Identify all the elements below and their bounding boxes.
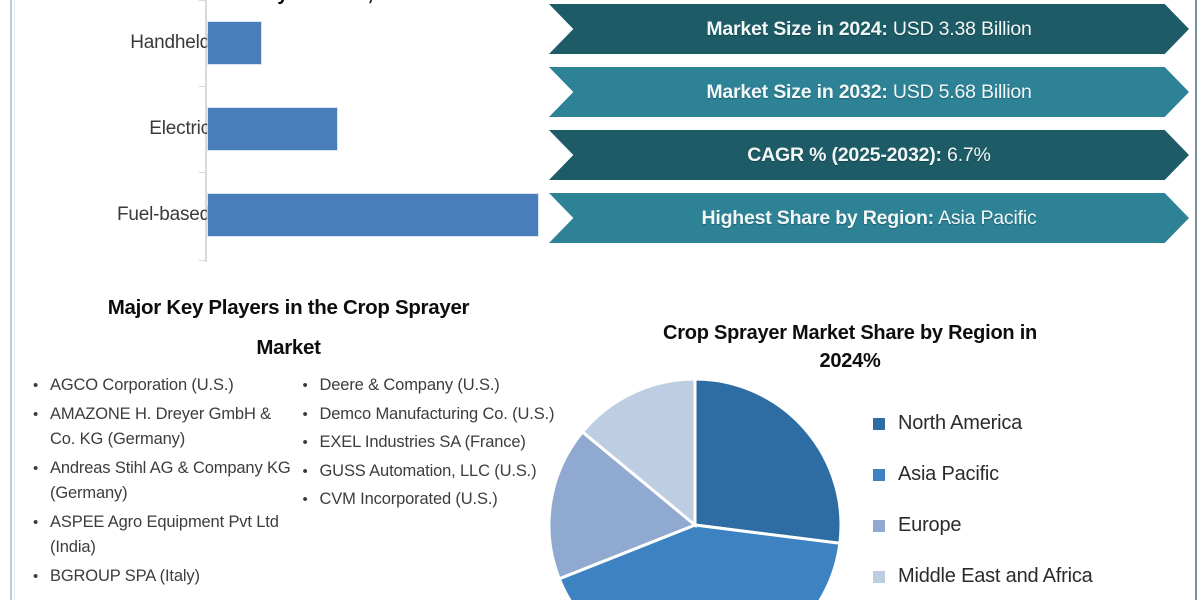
banner-highest-share-region: Highest Share by Region: Asia Pacific [549, 193, 1189, 243]
bar-chart-title: by Product, in 2024 [170, 0, 540, 7]
key-player-item: • EXEL Industries SA (France) [302, 430, 562, 456]
key-player-item: • BGROUP SPA (Italy) [32, 564, 292, 590]
axis-tick [199, 0, 206, 1]
key-player-item: • CVM Incorporated (U.S.) [302, 487, 562, 513]
axis-tick [199, 172, 206, 173]
key-players-title: Major Key Players in the Crop Sprayer Ma… [29, 288, 549, 368]
bar-chart-plot: Handheld Electric Fuel-based [20, 0, 550, 266]
axis-tick [199, 260, 206, 261]
bullet-icon: • [302, 405, 308, 423]
pie-slice-middle-east-and-africa [580, 377, 697, 529]
key-players-column-right: • Deere & Company (U.S.) • Demco Manufactur… [292, 373, 562, 592]
legend-swatch-icon [873, 468, 885, 481]
legend-label: Asia Pacific [898, 463, 999, 485]
banner-label: CAGR % (2025-2032): [747, 143, 942, 166]
frame-border-left-inner [14, 0, 15, 600]
bullet-icon: • [302, 434, 308, 451]
bullet-icon: • [302, 462, 308, 480]
highlight-banner-list: Market Size in 2024: USD 3.38 Billion Ma… [549, 4, 1197, 270]
legend-item: Europe [873, 500, 1200, 551]
key-player-name: GUSS Automation, LLC (U.S.) [319, 461, 537, 480]
legend-label: North America [898, 412, 1023, 434]
pie-chart-legend: North America Asia Pacific Europe Middle Ea… [873, 398, 1200, 600]
bar-row: Handheld [20, 0, 550, 86]
pie-chart-title-line1: Crop Sprayer Market Share by Region in [663, 322, 1037, 344]
key-player-name: AMAZONE H. Dreyer GmbH & Co. KG (Germany… [50, 404, 272, 449]
key-player-name: Andreas Stihl AG & Company KG (Germany) [50, 458, 291, 503]
legend-swatch-icon [873, 417, 885, 430]
pie-chart-graphic [547, 370, 880, 600]
legend-label: Middle East and Africa [898, 565, 1093, 587]
banner-market-size-2024: Market Size in 2024: USD 3.38 Billion [549, 4, 1189, 54]
legend-swatch-icon [873, 519, 885, 532]
key-players-title-line2: Market [256, 336, 321, 359]
legend-item: Middle East and Africa [873, 551, 1200, 600]
banner-value: USD 5.68 Billion [892, 80, 1032, 103]
frame-border-right [1195, 0, 1197, 600]
pie-slice-europe [547, 429, 698, 581]
banner-label: Market Size in 2024: [706, 17, 888, 40]
key-player-name: Deere & Company (U.S.) [319, 376, 500, 394]
banner-market-size-2032: Market Size in 2032: USD 5.68 Billion [549, 67, 1189, 117]
key-player-item: • Andreas Stihl AG & Company KG (Germany) [32, 456, 292, 507]
legend-item: Asia Pacific [873, 449, 1200, 500]
key-player-name: Demco Manufacturing Co. (U.S.) [319, 404, 555, 423]
pie-chart-section: Crop Sprayer Market Share by Region in 2… [547, 312, 1200, 600]
bar-category-label: Handheld [130, 32, 210, 53]
key-player-name: BGROUP SPA (Italy) [50, 566, 200, 585]
bar-row: Electric [20, 86, 550, 172]
key-player-item: • AMAZONE H. Dreyer GmbH & Co. KG (German… [32, 402, 292, 453]
pie-slice-asia-pacific [557, 523, 842, 600]
bar-chart-y-axis [205, 0, 207, 262]
legend-swatch-icon [873, 570, 885, 583]
legend-label: Europe [898, 514, 962, 536]
pie-slice-north-america [693, 377, 843, 545]
pie-chart-svg [547, 377, 843, 600]
key-players-section: Major Key Players in the Crop Sprayer Ma… [16, 288, 561, 600]
bullet-icon: • [33, 513, 39, 531]
key-player-name: CVM Incorporated (U.S.) [319, 490, 498, 508]
bar-handheld [208, 22, 261, 64]
pie-chart-title: Crop Sprayer Market Share by Region in 2… [600, 319, 1100, 375]
key-player-item: • AGCO Corporation (U.S.) [32, 373, 292, 399]
key-player-name: AGCO Corporation (U.S.) [50, 376, 234, 394]
key-player-name: EXEL Industries SA (France) [319, 433, 526, 451]
key-player-item: • ASPEE Agro Equipment Pvt Ltd (India) [32, 510, 292, 561]
bullet-icon: • [33, 459, 39, 477]
key-player-item: • GUSS Automation, LLC (U.S.) [302, 459, 562, 485]
bar-chart: by Product, in 2024 Handheld Electric Fu… [20, 0, 550, 266]
pie-chart-title-line2: 2024% [819, 350, 881, 372]
key-players-column-left: • AGCO Corporation (U.S.) • AMAZONE H. Drey… [16, 373, 292, 592]
banner-value: Asia Pacific [938, 206, 1037, 229]
bullet-icon: • [33, 377, 39, 394]
banner-cagr: CAGR % (2025-2032): 6.7% [549, 130, 1189, 180]
banner-value: USD 3.38 Billion [892, 17, 1032, 40]
bullet-icon: • [33, 405, 39, 423]
bullet-icon: • [302, 377, 308, 394]
key-players-title-line1: Major Key Players in the Crop Sprayer [107, 296, 470, 319]
legend-item: North America [873, 398, 1200, 449]
frame-border-left [10, 0, 12, 600]
key-players-columns: • AGCO Corporation (U.S.) • AMAZONE H. Drey… [16, 373, 561, 592]
banner-label: Highest Share by Region: [701, 206, 934, 229]
axis-tick [199, 86, 206, 87]
bar-category-label: Electric [149, 118, 210, 139]
bullet-icon: • [302, 491, 308, 508]
bar-category-label: Fuel-based [116, 204, 210, 225]
key-player-name: ASPEE Agro Equipment Pvt Ltd (India) [50, 512, 279, 557]
bar-electric [208, 108, 337, 150]
key-player-item: • Demco Manufacturing Co. (U.S.) [302, 402, 562, 428]
key-player-item: • Deere & Company (U.S.) [302, 373, 562, 399]
bar-row: Fuel-based [20, 172, 550, 258]
banner-label: Market Size in 2032: [706, 80, 888, 103]
banner-value: 6.7% [947, 143, 991, 166]
bar-fuel-based [208, 194, 538, 236]
bullet-icon: • [33, 567, 39, 585]
